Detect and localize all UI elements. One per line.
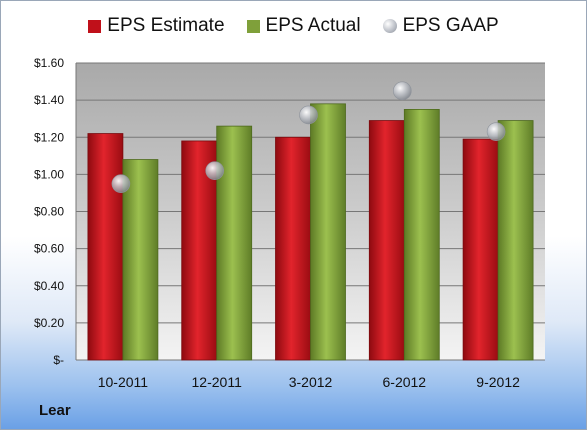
y-tick-label: $0.80: [34, 205, 64, 219]
x-tick-label: 12-2011: [192, 374, 243, 390]
y-tick-label: $1.40: [34, 93, 64, 107]
y-tick-label: $0.60: [34, 242, 64, 256]
bar-eps-actual: [122, 159, 159, 361]
bar-eps-estimate: [462, 138, 499, 361]
x-tick-label: 9-2012: [476, 374, 520, 390]
legend-item-gaap: EPS GAAP: [382, 15, 499, 37]
legend-label-estimate: EPS Estimate: [107, 15, 225, 36]
bar-eps-actual: [310, 103, 346, 361]
bar-eps-actual: [216, 125, 253, 361]
y-tick-label: $1.60: [34, 56, 64, 70]
bar-eps-estimate: [87, 133, 124, 361]
y-tick-label: $1.20: [34, 130, 64, 144]
company-name: Lear: [39, 402, 71, 419]
legend-label-gaap: EPS GAAP: [402, 15, 499, 36]
legend: EPS Estimate EPS Actual EPS GAAP: [1, 15, 586, 37]
marker-eps-gaap: [205, 161, 224, 180]
marker-eps-gaap: [299, 105, 318, 125]
marker-eps-gaap: [111, 174, 131, 193]
marker-eps-gaap: [392, 81, 412, 101]
bar-eps-estimate: [368, 120, 405, 361]
marker-eps-gaap: [486, 122, 506, 141]
x-tick-label: 10-2011: [98, 374, 149, 390]
legend-label-actual: EPS Actual: [265, 15, 361, 36]
legend-swatch-estimate: [88, 19, 102, 33]
bar-eps-estimate: [275, 136, 311, 361]
legend-item-actual: EPS Actual: [246, 15, 361, 37]
x-tick-label: 6-2012: [383, 374, 427, 390]
bar-eps-actual: [497, 120, 534, 361]
y-tick-label: $0.20: [34, 316, 64, 330]
y-tick-label: $0.40: [34, 279, 64, 293]
legend-item-estimate: EPS Estimate: [88, 15, 225, 37]
y-tick-label: $-: [53, 353, 64, 367]
y-tick-label: $1.00: [34, 167, 64, 181]
bar-eps-actual: [403, 109, 440, 361]
x-tick-label: 3-2012: [289, 374, 333, 390]
legend-swatch-gaap: [382, 19, 397, 33]
legend-swatch-actual: [246, 19, 260, 33]
